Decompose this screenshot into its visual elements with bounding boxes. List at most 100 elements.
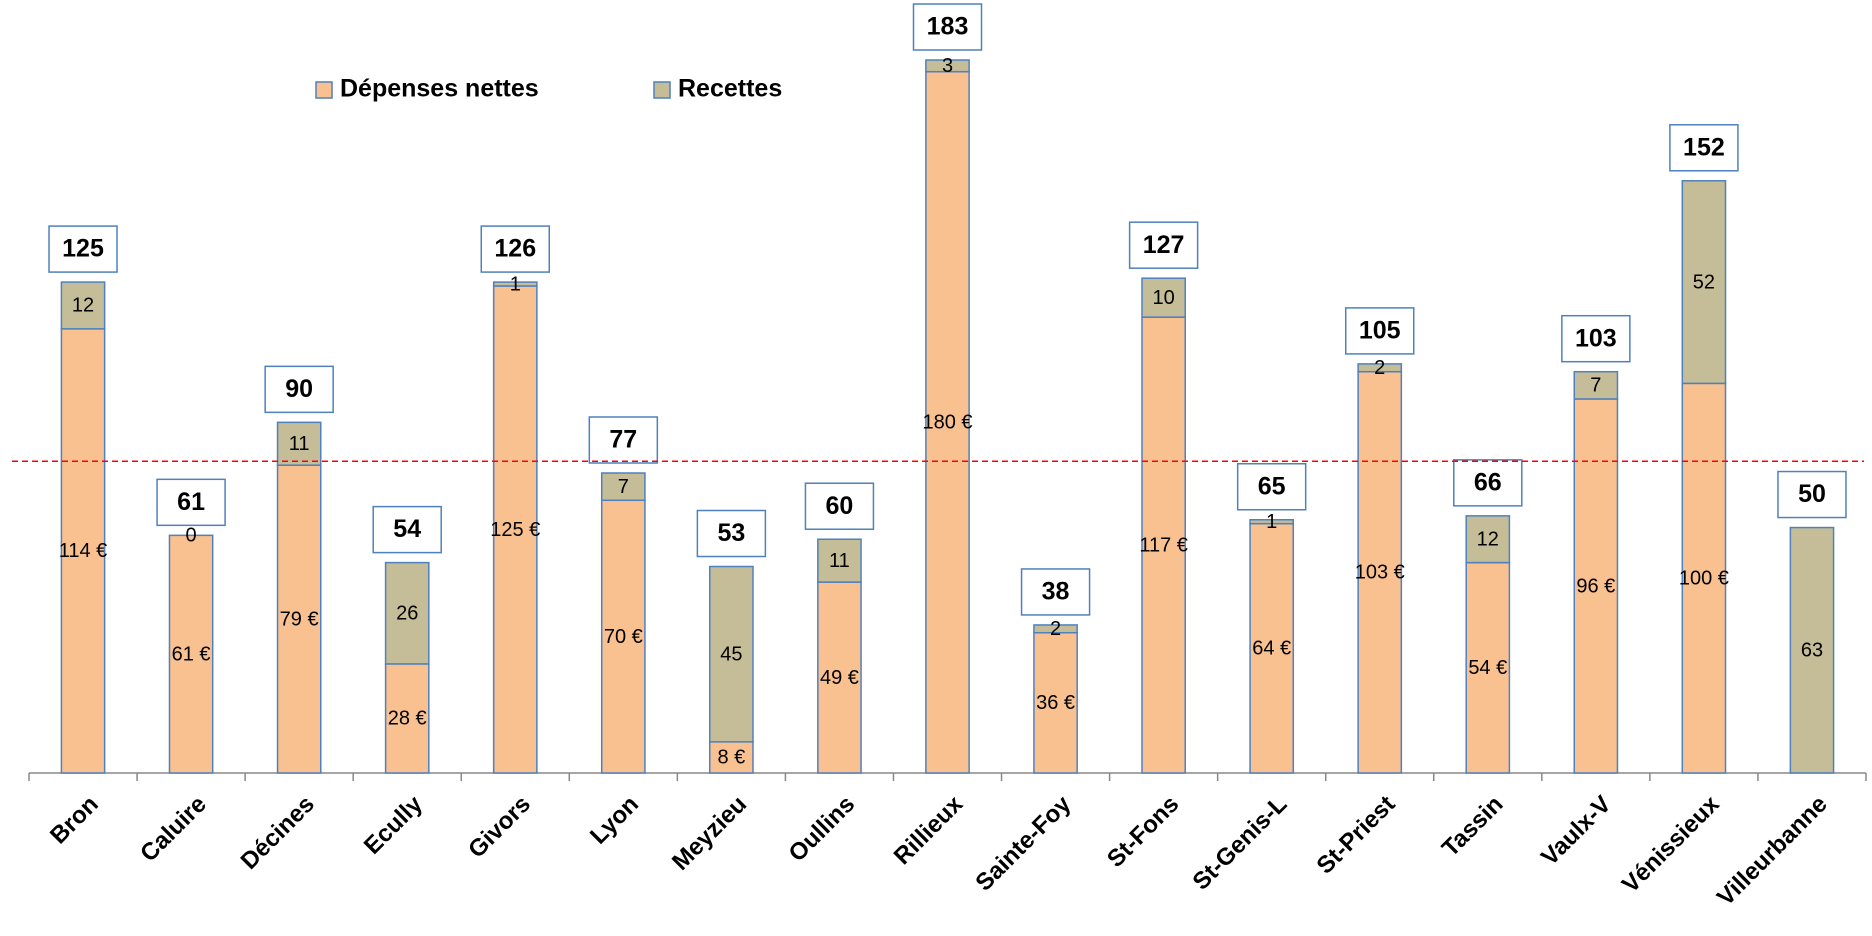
- total-label: 54: [393, 515, 421, 543]
- bar-segment: [384, 561, 430, 665]
- bar-segment: [925, 59, 970, 73]
- value-label: 7: [1590, 375, 1601, 397]
- bar-segment: [1033, 624, 1078, 634]
- total-box: [1453, 459, 1523, 507]
- bar-segment: [1249, 518, 1295, 525]
- bar-segment: [60, 281, 106, 330]
- total-label: 60: [826, 492, 854, 520]
- bar-segment: [1681, 382, 1727, 774]
- bar-segment: [1789, 526, 1835, 774]
- total-box: [1236, 462, 1307, 511]
- value-label: 12: [72, 295, 94, 317]
- value-label: 0: [186, 525, 197, 547]
- value-label: 96 €: [1576, 575, 1615, 597]
- value-label: 61 €: [172, 643, 211, 665]
- x-tick-label: Caluire: [135, 791, 212, 868]
- legend-swatch: [653, 81, 671, 99]
- x-tick-label: Sainte-Foy: [970, 790, 1076, 896]
- x-tick-label: Meyzieu: [667, 791, 752, 876]
- value-label: 36 €: [1036, 692, 1075, 714]
- value-label: 12: [1477, 529, 1499, 551]
- bar-segment: [168, 534, 214, 774]
- total-box: [1669, 124, 1739, 172]
- value-label: 79 €: [280, 608, 319, 630]
- total-box: [48, 225, 118, 273]
- x-tick-label: Bron: [45, 791, 104, 850]
- bar-segment: [925, 70, 970, 774]
- value-label: 3: [942, 55, 953, 77]
- total-box: [372, 505, 442, 554]
- legend-swatch: [315, 81, 333, 99]
- legend-label: Dépenses nettes: [340, 75, 539, 103]
- total-box: [264, 365, 334, 414]
- value-label: 64 €: [1252, 638, 1291, 660]
- value-label: 2: [1374, 357, 1385, 379]
- value-label: 63: [1801, 640, 1823, 662]
- bar-segment: [709, 565, 754, 743]
- bar-segment: [1249, 522, 1295, 774]
- value-label: 28 €: [388, 708, 427, 730]
- total-label: 61: [177, 488, 205, 516]
- bar-segment: [1033, 631, 1078, 774]
- bar-segment: [1141, 277, 1186, 318]
- value-label: 10: [1152, 287, 1174, 309]
- bar-segment: [1357, 363, 1403, 373]
- bar-segment: [709, 741, 754, 774]
- total-box: [696, 509, 767, 558]
- x-tick-label: Lyon: [585, 791, 644, 850]
- total-label: 53: [717, 519, 745, 547]
- x-tick-label: Oullins: [784, 791, 861, 868]
- value-label: 1: [510, 273, 521, 295]
- total-box: [912, 3, 983, 51]
- value-label: 117 €: [1139, 534, 1188, 556]
- value-label: 114 €: [59, 540, 108, 562]
- total-box: [1020, 568, 1091, 616]
- total-box: [1561, 314, 1631, 363]
- value-label: 125 €: [490, 519, 540, 541]
- total-label: 125: [62, 235, 104, 263]
- value-label: 7: [618, 476, 629, 498]
- total-label: 38: [1042, 578, 1070, 606]
- legend-label: Recettes: [678, 75, 782, 103]
- total-box: [156, 478, 226, 527]
- total-label: 65: [1258, 472, 1286, 500]
- total-label: 66: [1474, 468, 1502, 496]
- value-label: 52: [1693, 271, 1715, 293]
- total-box: [1777, 470, 1847, 519]
- value-label: 100 €: [1679, 567, 1729, 589]
- bar-segment: [492, 281, 538, 287]
- value-label: 11: [289, 433, 310, 455]
- bar-segment: [276, 421, 322, 466]
- value-label: 180 €: [922, 412, 972, 434]
- total-box: [1128, 221, 1199, 269]
- value-label: 103 €: [1355, 562, 1405, 584]
- total-label: 126: [494, 235, 536, 263]
- x-tick-label: St-Fons: [1102, 791, 1184, 873]
- total-label: 90: [285, 375, 313, 403]
- total-label: 152: [1683, 133, 1725, 161]
- bar-segment: [492, 285, 538, 774]
- bar-segment: [817, 581, 862, 774]
- x-tick-label: St-Priest: [1312, 791, 1401, 880]
- value-label: 49 €: [820, 667, 859, 689]
- x-tick-label: Rillieux: [889, 790, 969, 870]
- value-label: 45: [720, 643, 742, 665]
- x-tick-label: Villeurbanne: [1712, 791, 1833, 912]
- bar-segment: [817, 538, 862, 583]
- value-label: 70 €: [604, 626, 643, 648]
- total-box: [804, 482, 875, 530]
- bar-segment: [276, 464, 322, 774]
- bar-segment: [1681, 180, 1727, 385]
- value-label: 54 €: [1468, 657, 1507, 679]
- x-tick-label: Décines: [236, 791, 320, 875]
- value-label: 11: [829, 550, 850, 572]
- value-label: 1: [1266, 511, 1277, 533]
- value-label: 26: [396, 603, 418, 625]
- total-label: 103: [1575, 324, 1617, 352]
- bar-segment: [1357, 370, 1403, 774]
- x-tick-label: Ecully: [359, 790, 429, 860]
- total-label: 183: [927, 13, 969, 41]
- total-label: 127: [1143, 231, 1185, 259]
- total-label: 77: [609, 426, 637, 454]
